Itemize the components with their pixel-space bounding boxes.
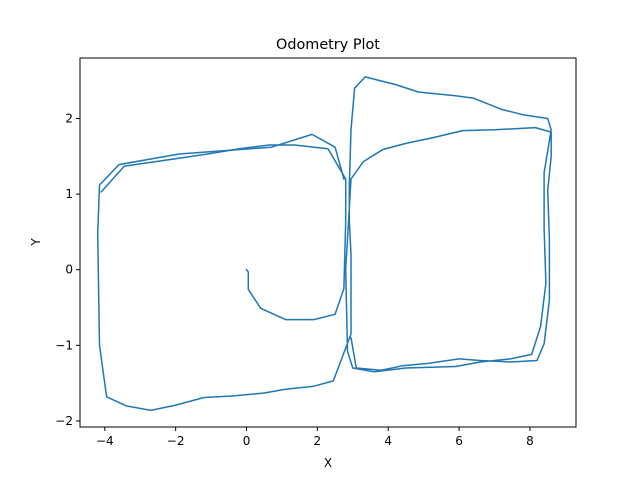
y-axis-label: Y bbox=[29, 238, 43, 247]
x-tick-label: 0 bbox=[243, 434, 251, 448]
x-tick-label: 2 bbox=[314, 434, 322, 448]
y-tick-label: 1 bbox=[65, 187, 73, 201]
plot-frame bbox=[79, 57, 577, 428]
x-tick-label: 6 bbox=[455, 434, 463, 448]
x-tick-label: 8 bbox=[526, 434, 534, 448]
x-axis-label: X bbox=[324, 456, 332, 470]
y-tick-label: 0 bbox=[65, 263, 73, 277]
y-tick-label: −2 bbox=[55, 414, 73, 428]
x-tick-label: −2 bbox=[167, 434, 185, 448]
y-tick-label: 2 bbox=[65, 111, 73, 125]
y-tick-label: −1 bbox=[55, 338, 73, 352]
odometry-path-segment-1 bbox=[100, 144, 347, 321]
x-tick-label: 4 bbox=[384, 434, 392, 448]
x-axis-ticks: −4 −2 0 2 4 6 8 bbox=[96, 427, 534, 448]
y-axis-ticks: −2 −1 0 1 2 bbox=[55, 111, 80, 428]
odometry-path-segment-2 bbox=[96, 76, 552, 412]
series-layer bbox=[96, 76, 552, 412]
x-tick-label: −4 bbox=[96, 434, 114, 448]
chart-title: Odometry Plot bbox=[276, 37, 380, 53]
